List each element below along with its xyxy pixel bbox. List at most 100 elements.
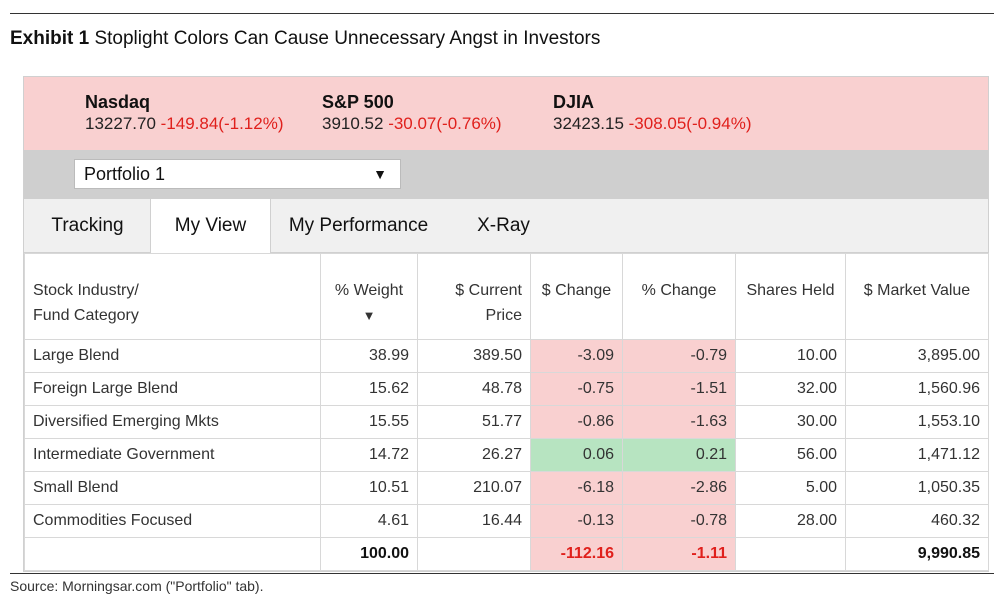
cell-shares: 5.00 (735, 471, 846, 505)
tab-my-view[interactable]: My View (150, 199, 271, 253)
cell-category: Intermediate Government (24, 438, 321, 472)
ticker-value: 3910.52 (322, 114, 384, 133)
exhibit-title-text: Stoplight Colors Can Cause Unnecessary A… (94, 28, 601, 49)
cell-weight: 14.72 (320, 438, 418, 472)
source-note: Source: Morningsar.com ("Portfolio" tab)… (10, 578, 264, 594)
portfolio-bar: Portfolio 1 ▼ (24, 150, 988, 199)
cell-weight: 4.61 (320, 504, 418, 538)
cell-shares: 32.00 (735, 372, 846, 406)
cell-category: Small Blend (24, 471, 321, 505)
col-header-price-line2: Price (485, 307, 522, 324)
cell-weight: 10.51 (320, 471, 418, 505)
cell-category: Foreign Large Blend (24, 372, 321, 406)
table-total-row: 100.00 -112.16 -1.11 9,990.85 (24, 537, 989, 571)
table-row[interactable]: Commodities Focused 4.61 16.44 -0.13 -0.78 28… (24, 504, 989, 538)
portfolio-select[interactable]: Portfolio 1 ▼ (74, 159, 401, 189)
bottom-rule (10, 573, 994, 574)
col-header-weight[interactable]: % Weight ▼ (320, 253, 418, 340)
ticker-name: DJIA (553, 92, 595, 112)
table-header-row: Stock Industry/Fund Category % Weight ▼ $… (24, 253, 989, 340)
cell-dollar-change: -0.13 (530, 504, 623, 538)
ticker-sp500[interactable]: S&P 500 3910.52 -30.07(-0.76%) (322, 91, 502, 135)
cell-price: 210.07 (417, 471, 531, 505)
cell-pct-change: -1.63 (622, 405, 736, 439)
cell-shares: 30.00 (735, 405, 846, 439)
cell-market-value: 3,895.00 (845, 339, 989, 373)
table-row[interactable]: Large Blend 38.99 389.50 -3.09 -0.79 10.00 3,8… (24, 339, 989, 373)
cell-market-value: 1,471.12 (845, 438, 989, 472)
cell-dollar-change: -3.09 (530, 339, 623, 373)
table-row[interactable]: Diversified Emerging Mkts 15.55 51.77 -0.86… (24, 405, 989, 439)
col-header-industry-line2: Fund Category (33, 307, 139, 324)
cell-price: 48.78 (417, 372, 531, 406)
ticker-name: S&P 500 (322, 92, 394, 112)
ticker-name: Nasdaq (85, 92, 151, 112)
chevron-down-icon: ▼ (373, 166, 387, 182)
top-rule (10, 13, 994, 14)
col-header-weight-label: % Weight (334, 282, 404, 299)
cell-price: 389.50 (417, 339, 531, 373)
cell-total-pct-change: -1.11 (622, 537, 736, 571)
cell-market-value: 1,553.10 (845, 405, 989, 439)
cell-category: Diversified Emerging Mkts (24, 405, 321, 439)
col-header-price[interactable]: $ Current Price (417, 253, 531, 340)
ticker-change: -308.05(-0.94%) (628, 114, 752, 133)
cell-total-market-value: 9,990.85 (845, 537, 989, 571)
cell-dollar-change: -6.18 (530, 471, 623, 505)
portfolio-widget-frame (23, 76, 989, 572)
cell-pct-change: -0.79 (622, 339, 736, 373)
cell-total-dollar-change: -112.16 (530, 537, 623, 571)
holdings-table: Stock Industry/Fund Category % Weight ▼ $… (24, 253, 989, 571)
cell-total-shares (735, 537, 846, 571)
ticker-change: -149.84(-1.12%) (160, 114, 284, 133)
cell-price: 26.27 (417, 438, 531, 472)
sort-desc-icon: ▼ (362, 308, 376, 323)
col-header-industry[interactable]: Stock Industry/Fund Category (24, 253, 321, 340)
cell-shares: 56.00 (735, 438, 846, 472)
cell-weight: 15.55 (320, 405, 418, 439)
cell-dollar-change: -0.86 (530, 405, 623, 439)
cell-market-value: 460.32 (845, 504, 989, 538)
market-ticker-bar: Nasdaq 13227.70 -149.84(-1.12%) S&P 500 … (24, 77, 988, 150)
ticker-value: 13227.70 (85, 114, 156, 133)
table-row[interactable]: Intermediate Government 14.72 26.27 0.06 0.2… (24, 438, 989, 472)
cell-dollar-change: -0.75 (530, 372, 623, 406)
cell-pct-change: -0.78 (622, 504, 736, 538)
col-header-shares[interactable]: Shares Held (735, 253, 846, 340)
exhibit-label: Exhibit 1 (10, 28, 90, 49)
tab-tracking[interactable]: Tracking (51, 214, 124, 236)
cell-market-value: 1,050.35 (845, 471, 989, 505)
view-tabs: Tracking My View My Performance X-Ray (24, 199, 988, 253)
tab-my-performance[interactable]: My Performance (288, 214, 429, 236)
ticker-nasdaq[interactable]: Nasdaq 13227.70 -149.84(-1.12%) (85, 91, 283, 135)
ticker-djia[interactable]: DJIA 32423.15 -308.05(-0.94%) (553, 91, 751, 135)
cell-pct-change: -1.51 (622, 372, 736, 406)
cell-total-label (24, 537, 321, 571)
col-header-dollar-change[interactable]: $ Change (530, 253, 623, 340)
tab-x-ray[interactable]: X-Ray (477, 214, 530, 236)
cell-category: Large Blend (24, 339, 321, 373)
cell-category: Commodities Focused (24, 504, 321, 538)
cell-total-price (417, 537, 531, 571)
table-row[interactable]: Small Blend 10.51 210.07 -6.18 -2.86 5.00 1,05… (24, 471, 989, 505)
col-header-pct-change[interactable]: % Change (622, 253, 736, 340)
col-header-market-value[interactable]: $ Market Value (845, 253, 989, 340)
cell-pct-change: 0.21 (622, 438, 736, 472)
cell-price: 51.77 (417, 405, 531, 439)
cell-shares: 28.00 (735, 504, 846, 538)
cell-pct-change: -2.86 (622, 471, 736, 505)
cell-price: 16.44 (417, 504, 531, 538)
cell-total-weight: 100.00 (320, 537, 418, 571)
cell-dollar-change: 0.06 (530, 438, 623, 472)
exhibit-title: Exhibit 1 Stoplight Colors Can Cause Unn… (10, 28, 600, 50)
col-header-price-line1: $ Current (455, 282, 522, 299)
table-row[interactable]: Foreign Large Blend 15.62 48.78 -0.75 -1.51 3… (24, 372, 989, 406)
cell-shares: 10.00 (735, 339, 846, 373)
table-body: Large Blend 38.99 389.50 -3.09 -0.79 10.00 3,8… (24, 339, 989, 571)
ticker-change: -30.07(-0.76%) (388, 114, 502, 133)
col-header-industry-line1: Stock Industry/ (33, 282, 139, 299)
cell-market-value: 1,560.96 (845, 372, 989, 406)
ticker-value: 32423.15 (553, 114, 624, 133)
portfolio-select-value: Portfolio 1 (84, 164, 166, 184)
cell-weight: 15.62 (320, 372, 418, 406)
